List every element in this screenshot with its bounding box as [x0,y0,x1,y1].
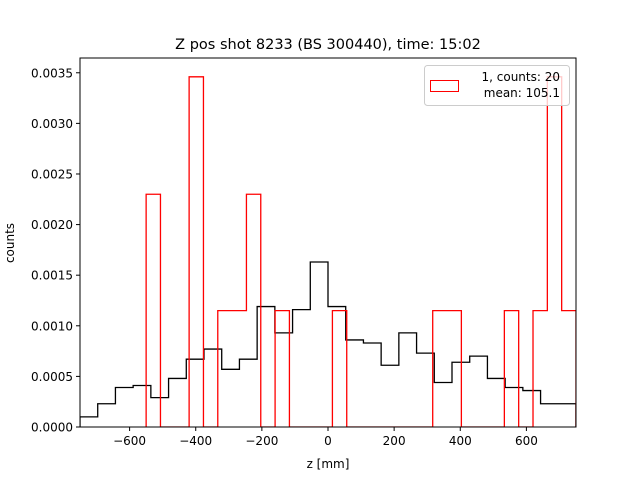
histogram-bin [417,353,435,427]
x-tick-label: 400 [449,434,472,448]
histogram-bin [80,417,98,427]
y-tick-label: 0.0015 [31,269,73,283]
histogram-bin [151,398,169,427]
histogram-bin [246,194,260,427]
histogram-bin [115,388,133,427]
legend-box [424,65,570,106]
histogram-bin [470,356,488,427]
histogram-bin [434,382,452,427]
histogram-bin [523,391,541,427]
series-1-outline [145,76,576,427]
x-tick-label: 200 [383,434,406,448]
x-tick-label: −600 [113,434,146,448]
y-tick-label: 0.0035 [31,66,73,80]
histogram-bin [310,262,328,427]
y-axis-label: counts [3,223,17,263]
y-tick-label: 0.0020 [31,218,73,232]
histogram-bin [346,340,364,427]
x-tick-label: −400 [179,434,212,448]
legend-label-line1: 1, counts: 20 [482,70,561,84]
histogram-bin [328,307,346,427]
axes-frame [79,57,577,428]
histogram-bin [204,349,222,427]
legend-swatch [430,80,459,92]
histogram-bin [541,404,559,427]
histogram-bin [533,311,547,427]
histogram-bin [257,307,275,427]
histogram-bin [547,77,561,427]
series-0-outline [80,261,576,427]
y-tick-label: 0.0005 [31,370,73,384]
histogram-bin [293,310,311,427]
histogram-bin [505,388,523,427]
histogram-bin [447,311,461,427]
legend: 1, counts: 20 mean: 105.1 [424,65,570,106]
histogram-bin [133,386,151,427]
histogram-bin [169,378,187,427]
y-tick-label: 0.0000 [31,421,73,435]
histogram-bin [504,311,518,427]
histogram-bin [98,404,116,427]
histogram-bin [399,333,417,427]
x-tick-label: 600 [515,434,538,448]
histogram-bin [562,311,576,427]
histogram-bin [222,369,240,427]
y-tick-label: 0.0010 [31,319,73,333]
histogram-bin [239,359,257,427]
histogram-bin [381,365,399,427]
legend-label-line2: mean: 105.1 [484,86,560,100]
histogram-bin [487,378,505,427]
histogram-bin [332,311,346,427]
x-tick-label: −200 [245,434,278,448]
y-tick-label: 0.0025 [31,167,73,181]
x-axis-label: z [mm] [307,457,350,471]
histogram-bin [189,77,203,427]
x-tick-label: 0 [324,434,332,448]
histogram-bin [275,311,289,427]
plot-area: −600 −400 −200 0 200 400 600 0.0000 0.0005 0.0010… [31,57,577,448]
histogram-bin [363,343,381,427]
chart-title: Z pos shot 8233 (BS 300440), time: 15:02 [175,37,481,53]
y-tick-label: 0.0030 [31,117,73,131]
histogram-bin [558,404,576,427]
histogram-bin [146,194,160,427]
